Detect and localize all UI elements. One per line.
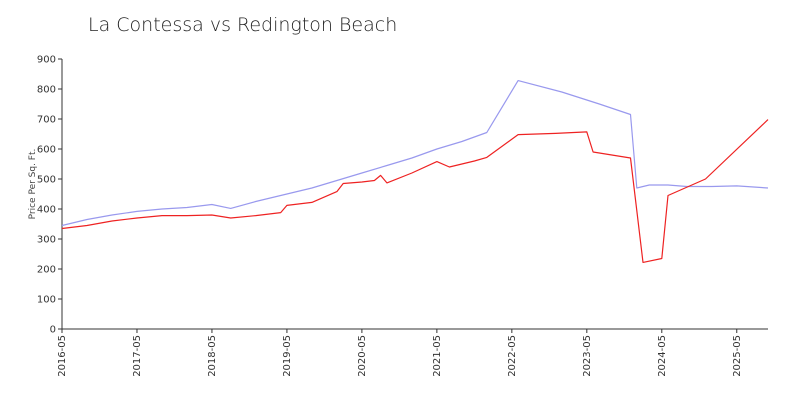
x-tick-label: 2018-05 [207,335,218,377]
x-tick-label: 2019-05 [282,335,293,377]
x-tick-label: 2025-05 [732,335,743,377]
x-tick-label: 2021-05 [432,335,443,377]
y-axis-label: Price Per Sq. Ft. [28,149,38,220]
x-tick-label: 2023-05 [582,335,593,377]
series-line-2 [61,119,769,263]
y-tick-label: 200 [37,265,56,276]
y-tick-label: 700 [37,115,56,126]
x-tick-label: 2024-05 [657,335,668,377]
y-tick-label: 400 [37,205,56,216]
y-tick-label: 100 [37,295,56,306]
series-line-1 [61,79,769,227]
y-tick-label: 800 [37,85,56,96]
x-tick-label: 2020-05 [357,335,368,377]
y-tick-label: 300 [37,235,56,246]
y-tick-label: 500 [37,175,56,186]
series-lines [61,79,769,263]
y-tick-label: 600 [37,145,56,156]
axes: 0 100 200 300 400 500 600 700 800 900 2016-05 2017-… [28,55,768,377]
x-tick-label: 2017-05 [132,335,143,377]
x-tick-label: 2016-05 [57,335,68,377]
y-tick-label: 0 [50,325,56,336]
chart-title: La Contessa vs Redington Beach [88,14,398,36]
y-tick-label: 900 [37,55,56,66]
x-tick-label: 2022-05 [507,335,518,377]
